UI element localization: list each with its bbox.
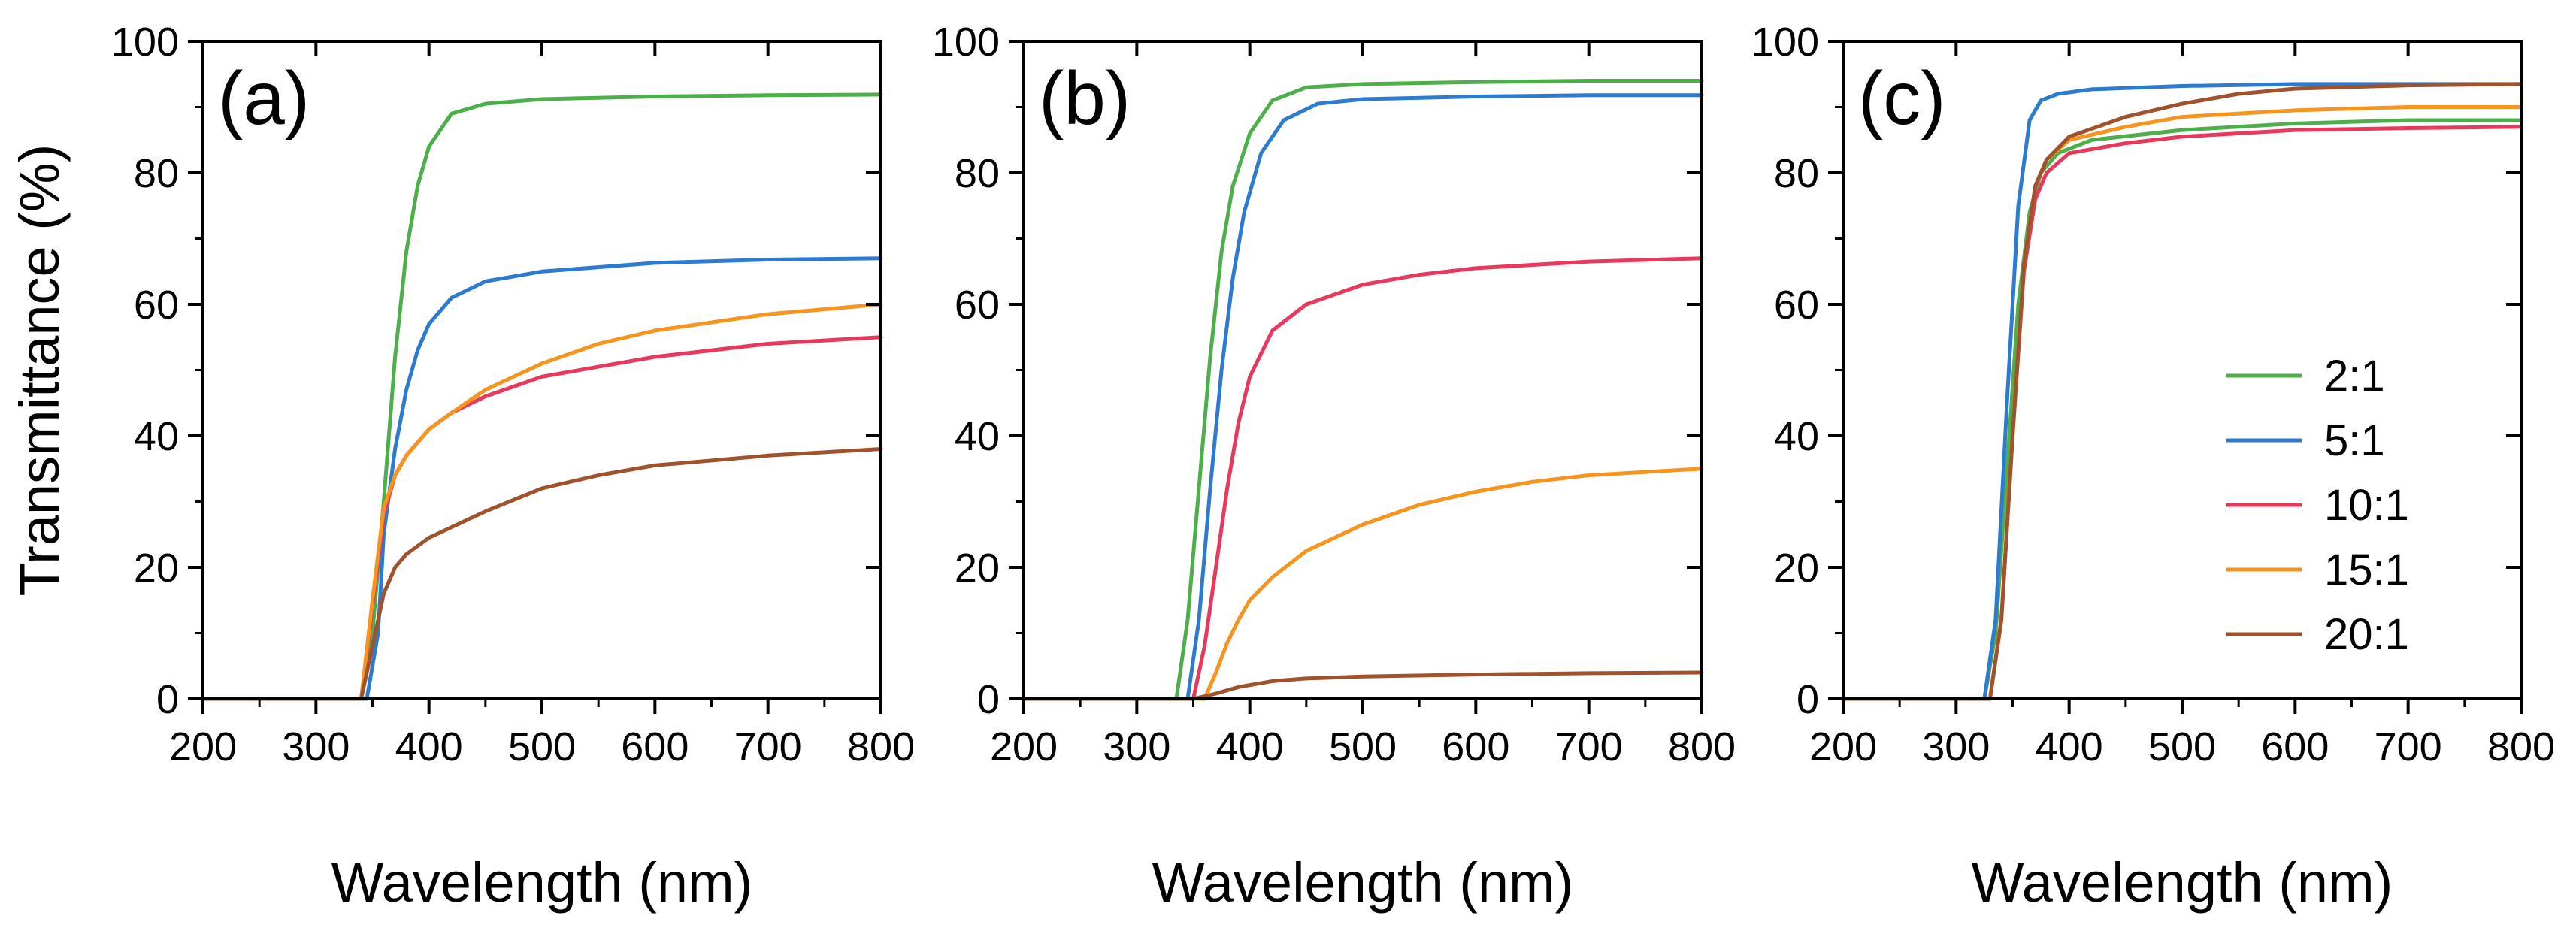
x-tick-label: 700 xyxy=(734,724,802,769)
x-tick-label: 500 xyxy=(508,724,576,769)
series-line-5-1 xyxy=(1841,82,2523,701)
y-tick-label: 0 xyxy=(977,677,1000,722)
x-tick-label: 500 xyxy=(2148,724,2216,769)
y-tick-label: 20 xyxy=(955,546,1000,591)
y-tick-label: 40 xyxy=(1774,414,1819,459)
y-tick-label: 40 xyxy=(955,414,1000,459)
y-tick-label: 40 xyxy=(134,414,179,459)
x-tick-label: 700 xyxy=(2375,724,2442,769)
y-axis-label: Transmittance (%) xyxy=(8,144,71,597)
legend-label: 20:1 xyxy=(2324,610,2409,659)
series-line-5-1 xyxy=(201,256,883,701)
y-tick-label: 80 xyxy=(134,151,179,196)
x-tick-label: 200 xyxy=(169,724,237,769)
y-tick-label: 20 xyxy=(134,546,179,591)
y-tick-label: 60 xyxy=(1774,283,1819,328)
series-line-20-1 xyxy=(201,447,883,701)
x-axis-label: Wavelength (nm) xyxy=(1152,851,1574,914)
legend-label: 5:1 xyxy=(2324,416,2385,465)
series-line-2-1 xyxy=(1022,79,1704,701)
x-axis-label: Wavelength (nm) xyxy=(1972,851,2393,914)
series-line-15-1 xyxy=(201,302,883,701)
chart-panel-2: 200 300 400 500 600 700 800 0 20 40 60 80 100 (b) Wave… xyxy=(932,20,1736,914)
series-line-10-1 xyxy=(1841,125,2523,701)
x-tick-label: 800 xyxy=(2487,724,2555,769)
panel-label: (c) xyxy=(1858,56,1946,141)
x-tick-label: 400 xyxy=(395,724,463,769)
x-tick-label: 500 xyxy=(1329,724,1397,769)
y-tick-label: 60 xyxy=(134,283,179,328)
x-tick-label: 400 xyxy=(2036,724,2103,769)
chart-panel-3: 200 300 400 500 600 700 800 0 20 40 60 80 100 (c) Wave… xyxy=(1751,20,2555,914)
x-tick-label: 400 xyxy=(1216,724,1284,769)
series-line-15-1 xyxy=(1841,105,2523,701)
y-tick-label: 100 xyxy=(932,20,1000,65)
chart-panel-1: 200 300 400 500 600 700 800 0 20 40 60 80 100 (a) Wave… xyxy=(8,20,915,914)
y-tick-label: 100 xyxy=(1751,20,1819,65)
x-tick-label: 300 xyxy=(1103,724,1170,769)
series-line-5-1 xyxy=(1022,93,1704,701)
series-line-2-1 xyxy=(201,92,883,701)
x-tick-label: 800 xyxy=(1668,724,1736,769)
legend: 2:1 5:1 10:1 15:1 20:1 xyxy=(2226,352,2409,659)
x-tick-label: 200 xyxy=(990,724,1058,769)
x-tick-label: 800 xyxy=(847,724,915,769)
y-tick-label: 0 xyxy=(156,677,179,722)
series-line-2-1 xyxy=(1841,118,2523,701)
y-tick-label: 0 xyxy=(1797,677,1819,722)
series-line-20-1 xyxy=(1841,82,2523,701)
y-tick-label: 20 xyxy=(1774,546,1819,591)
legend-label: 2:1 xyxy=(2324,352,2385,401)
legend-label: 10:1 xyxy=(2324,481,2409,530)
x-tick-label: 300 xyxy=(1922,724,1990,769)
x-tick-label: 600 xyxy=(621,724,689,769)
x-tick-label: 600 xyxy=(1442,724,1509,769)
x-axis-label: Wavelength (nm) xyxy=(331,851,753,914)
series-line-15-1 xyxy=(1022,467,1704,701)
x-tick-label: 200 xyxy=(1809,724,1877,769)
x-tick-label: 300 xyxy=(282,724,350,769)
y-tick-label: 100 xyxy=(111,20,179,65)
series-line-10-1 xyxy=(1022,256,1704,701)
y-tick-label: 60 xyxy=(955,283,1000,328)
x-tick-label: 600 xyxy=(2261,724,2329,769)
legend-label: 15:1 xyxy=(2324,546,2409,594)
series-line-20-1 xyxy=(1022,670,1704,701)
series-line-10-1 xyxy=(201,335,883,701)
panel-label: (a) xyxy=(218,56,310,141)
x-tick-label: 700 xyxy=(1555,724,1623,769)
y-tick-label: 80 xyxy=(1774,151,1819,196)
y-tick-label: 80 xyxy=(955,151,1000,196)
panel-label: (b) xyxy=(1039,56,1131,141)
